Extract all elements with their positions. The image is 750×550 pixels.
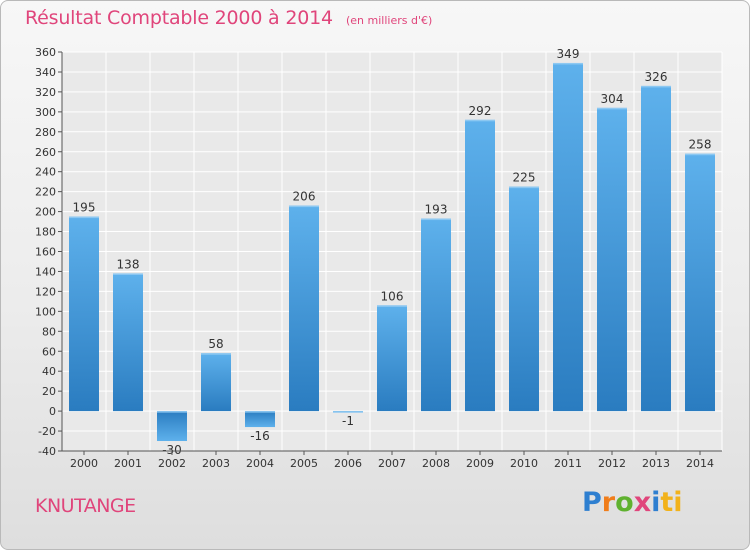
logo-letter: x: [633, 487, 652, 518]
logo-letter: P: [582, 487, 602, 518]
bar: [69, 216, 99, 412]
y-tick-label: 160: [35, 246, 56, 259]
bar-highlight: [245, 411, 275, 413]
data-label: -1: [342, 414, 354, 428]
y-tick-label: -40: [38, 445, 56, 458]
bar-highlight: [289, 205, 319, 208]
x-tick-label: 2005: [290, 457, 318, 470]
data-label: 258: [689, 138, 712, 152]
bar: [421, 218, 451, 412]
data-label: 225: [513, 171, 536, 185]
y-tick-label: 260: [35, 146, 56, 159]
data-label: -30: [162, 443, 182, 457]
y-tick-label: 60: [42, 345, 56, 358]
y-tick-label: 40: [42, 365, 56, 378]
data-label: 193: [425, 203, 448, 217]
logo-letter: i: [651, 487, 661, 518]
bar: [597, 107, 627, 412]
y-tick-label: 140: [35, 265, 56, 278]
bar-highlight: [333, 411, 363, 413]
bar-highlight: [553, 62, 583, 65]
y-tick-label: 340: [35, 66, 56, 79]
x-tick-label: 2007: [378, 457, 406, 470]
logo-letter: ti: [660, 487, 683, 518]
bar: [685, 153, 715, 412]
x-tick-label: 2013: [642, 457, 670, 470]
data-label: 304: [601, 92, 624, 106]
x-tick-label: 2000: [70, 457, 98, 470]
data-label: 349: [557, 47, 580, 61]
data-label: 58: [208, 337, 223, 351]
bar-highlight: [157, 411, 187, 413]
bar-highlight: [69, 216, 99, 219]
bar-highlight: [509, 186, 539, 189]
bar: [113, 273, 143, 412]
bar-highlight: [641, 85, 671, 88]
y-tick-label: 220: [35, 186, 56, 199]
data-label: 206: [293, 190, 316, 204]
x-tick-label: 2014: [686, 457, 714, 470]
y-tick-label: 240: [35, 166, 56, 179]
x-tick-label: 2004: [246, 457, 274, 470]
bar-highlight: [201, 353, 231, 355]
x-tick-label: 2006: [334, 457, 362, 470]
data-label: 106: [381, 289, 404, 303]
y-tick-label: 0: [49, 405, 56, 418]
bar: [509, 186, 539, 412]
logo-letter: r: [601, 487, 616, 518]
y-tick-label: 320: [35, 86, 56, 99]
chart-title: Résultat Comptable 2000 à 2014 (en milli…: [25, 7, 432, 29]
bar-highlight: [421, 218, 451, 221]
bar: [201, 353, 231, 412]
town-name: KNUTANGE: [35, 495, 136, 517]
bar: [289, 205, 319, 412]
bar: [465, 119, 495, 412]
y-tick-label: 200: [35, 206, 56, 219]
chart-unit-note: (en milliers d'€): [345, 14, 433, 27]
proxiti-logo: Proxiti: [582, 487, 683, 518]
data-label: -16: [250, 429, 270, 443]
y-tick-label: 100: [35, 305, 56, 318]
bar-highlight: [377, 305, 407, 307]
x-tick-label: 2001: [114, 457, 142, 470]
bar-highlight: [597, 107, 627, 110]
x-tick-label: 2011: [554, 457, 582, 470]
x-tick-label: 2010: [510, 457, 538, 470]
data-label: 138: [117, 257, 140, 271]
bar: [157, 411, 187, 442]
x-tick-label: 2012: [598, 457, 626, 470]
y-tick-label: 180: [35, 226, 56, 239]
bar-highlight: [465, 119, 495, 122]
logo-letter: o: [615, 487, 634, 518]
bar-highlight: [685, 153, 715, 156]
x-tick-label: 2002: [158, 457, 186, 470]
x-tick-label: 2008: [422, 457, 450, 470]
y-tick-label: -20: [38, 425, 56, 438]
data-label: 326: [645, 70, 668, 84]
x-tick-label: 2009: [466, 457, 494, 470]
data-label: 195: [73, 201, 96, 215]
bar: [245, 411, 275, 428]
y-tick-label: 120: [35, 285, 56, 298]
y-tick-label: 20: [42, 385, 56, 398]
y-tick-label: 80: [42, 325, 56, 338]
bar-highlight: [113, 273, 143, 275]
y-tick-label: 280: [35, 126, 56, 139]
y-tick-label: 300: [35, 106, 56, 119]
y-tick-label: 360: [35, 46, 56, 59]
bar: [641, 85, 671, 412]
data-label: 292: [469, 104, 492, 118]
bar: [377, 305, 407, 412]
x-tick-label: 2003: [202, 457, 230, 470]
bar: [553, 62, 583, 412]
chart-title-text: Résultat Comptable 2000 à 2014: [25, 7, 333, 29]
